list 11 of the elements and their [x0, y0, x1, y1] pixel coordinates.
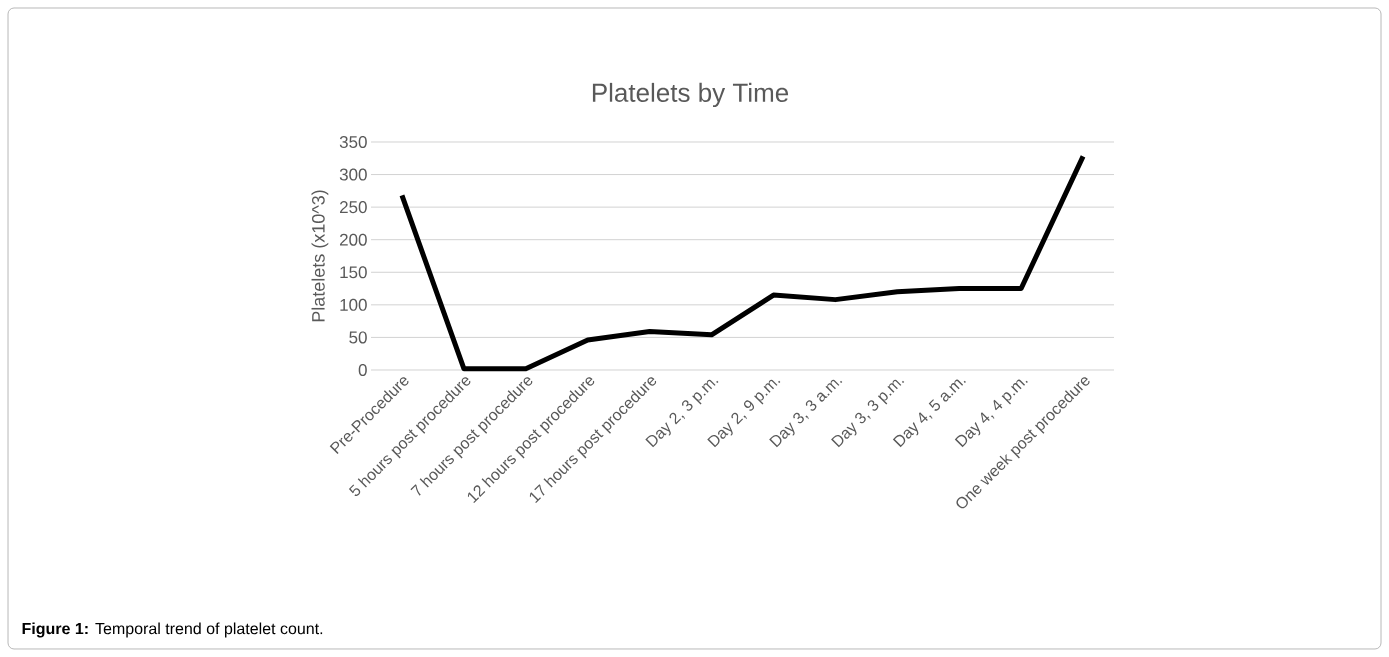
- y-tick-label: 100: [340, 298, 367, 311]
- y-tick-label: 350: [339, 135, 367, 149]
- chart-title: Platelets by Time: [592, 82, 789, 108]
- y-tick-label: 250: [339, 201, 367, 214]
- text: Figure 1: Temporal trend of platelet count.: [22, 622, 323, 638]
- y-tick-label: 50: [349, 331, 367, 344]
- y-tick-label: 200: [339, 233, 367, 246]
- y-tick-label: 300: [339, 168, 367, 181]
- y-axis-title: Platelets (x10^3): [311, 190, 329, 322]
- y-tick-label: 0: [358, 363, 367, 377]
- y-tick-label: 150: [340, 266, 367, 279]
